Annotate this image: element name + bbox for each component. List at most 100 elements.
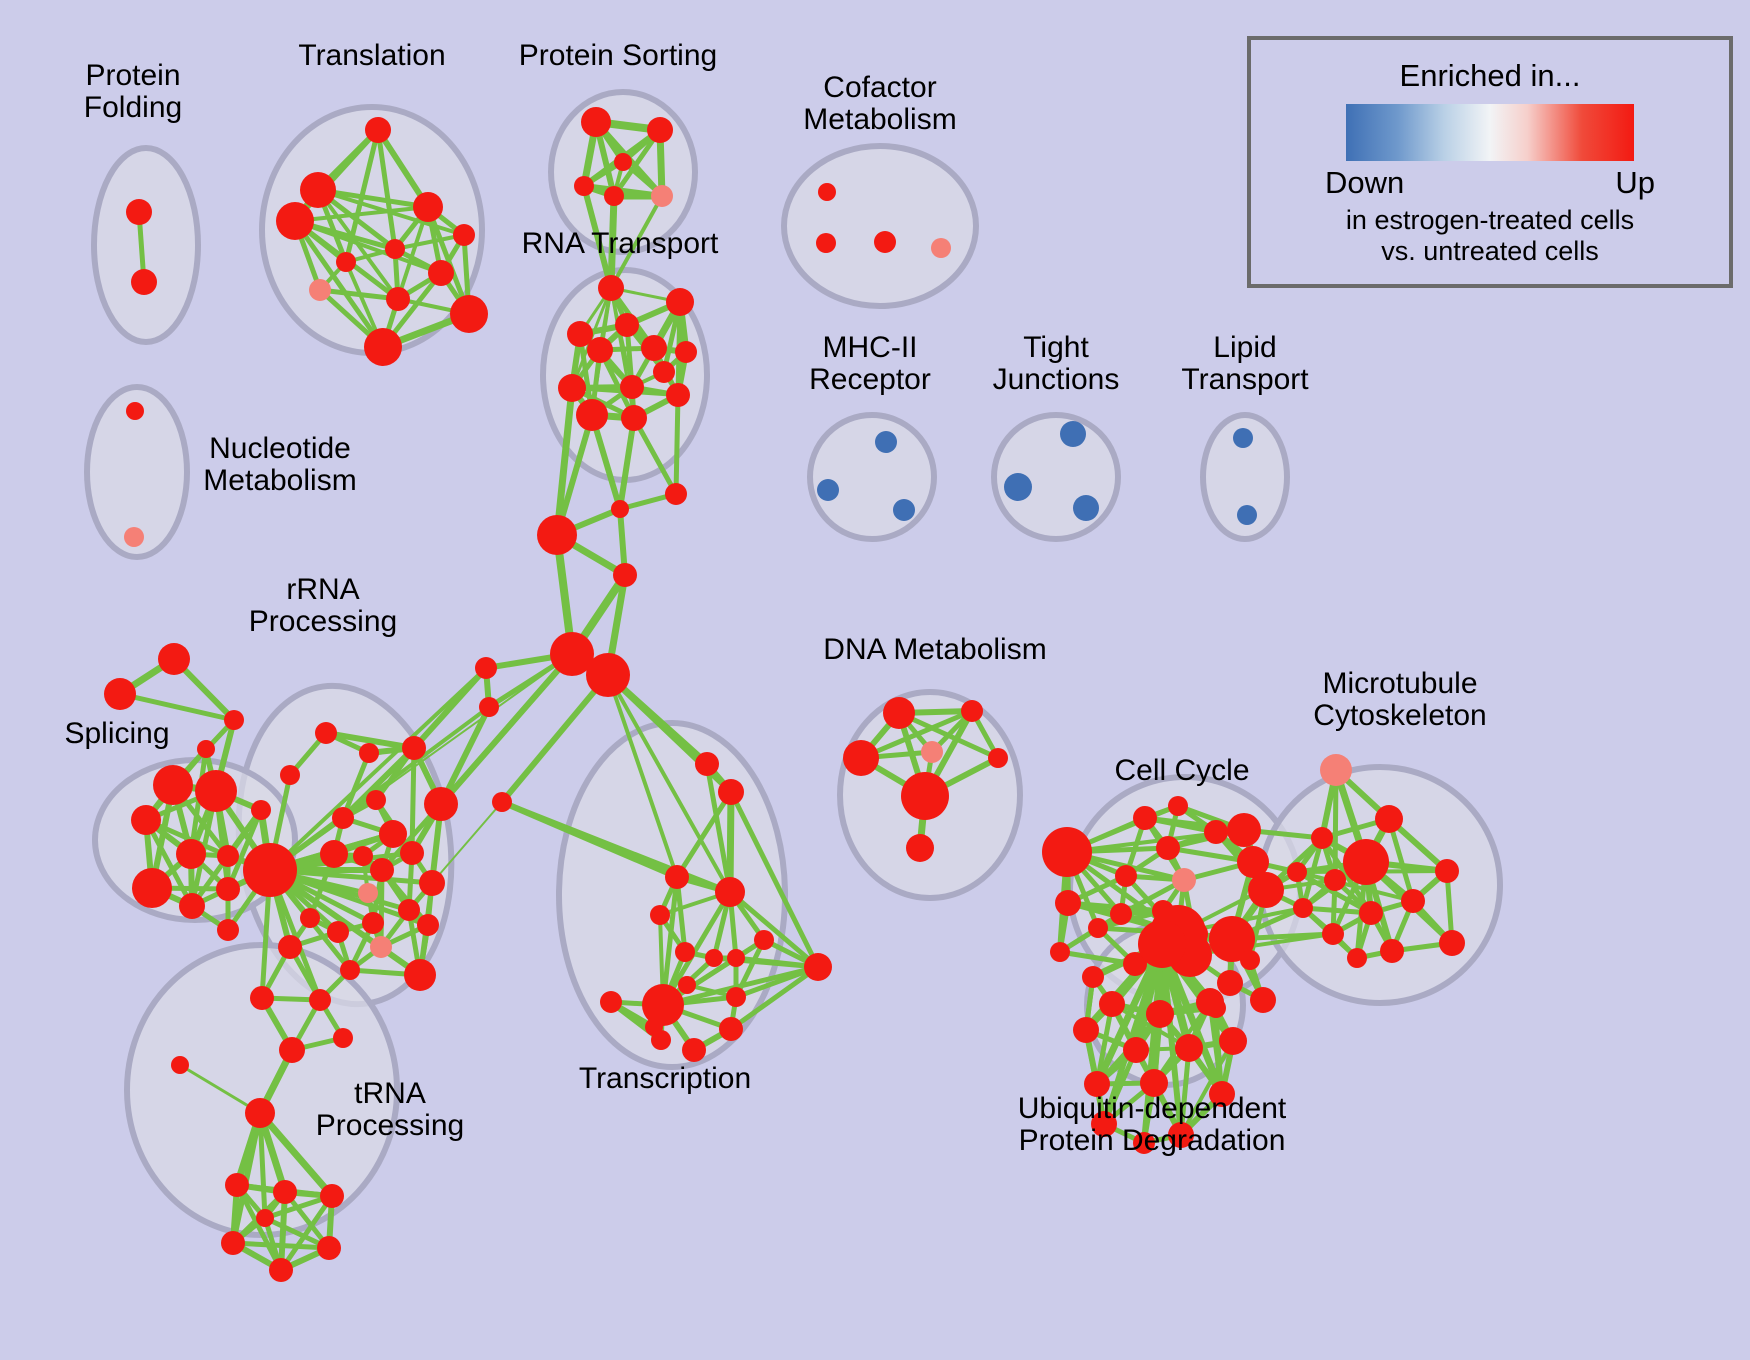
graph-node[interactable] — [362, 912, 384, 934]
graph-node[interactable] — [400, 841, 424, 865]
graph-node[interactable] — [1217, 970, 1243, 996]
graph-node[interactable] — [675, 942, 695, 962]
graph-node[interactable] — [1073, 495, 1099, 521]
graph-node[interactable] — [195, 770, 237, 812]
graph-node[interactable] — [581, 107, 611, 137]
graph-node[interactable] — [682, 1038, 706, 1062]
graph-node[interactable] — [1237, 846, 1269, 878]
graph-node[interactable] — [419, 870, 445, 896]
graph-node[interactable] — [317, 1236, 341, 1260]
graph-node[interactable] — [1206, 998, 1226, 1018]
graph-node[interactable] — [1401, 889, 1425, 913]
graph-node[interactable] — [1138, 920, 1186, 968]
graph-node[interactable] — [675, 341, 697, 363]
graph-node[interactable] — [666, 383, 690, 407]
graph-node[interactable] — [653, 361, 675, 383]
graph-node[interactable] — [647, 117, 673, 143]
graph-node[interactable] — [276, 202, 314, 240]
graph-node[interactable] — [804, 953, 832, 981]
graph-node[interactable] — [424, 787, 458, 821]
graph-node[interactable] — [379, 820, 407, 848]
graph-node[interactable] — [358, 883, 378, 903]
graph-node[interactable] — [1380, 939, 1404, 963]
graph-node[interactable] — [1084, 1071, 1110, 1097]
graph-node[interactable] — [1168, 796, 1188, 816]
graph-node[interactable] — [666, 288, 694, 316]
graph-node[interactable] — [126, 199, 152, 225]
graph-node[interactable] — [1248, 872, 1284, 908]
graph-node[interactable] — [1322, 923, 1344, 945]
graph-node[interactable] — [567, 321, 593, 347]
graph-node[interactable] — [727, 949, 745, 967]
graph-node[interactable] — [1050, 942, 1070, 962]
graph-node[interactable] — [705, 949, 723, 967]
graph-node[interactable] — [1004, 473, 1032, 501]
graph-node[interactable] — [715, 877, 745, 907]
graph-node[interactable] — [1073, 1017, 1099, 1043]
graph-node[interactable] — [1110, 903, 1132, 925]
graph-node[interactable] — [453, 224, 475, 246]
graph-node[interactable] — [131, 805, 161, 835]
graph-node[interactable] — [336, 252, 356, 272]
graph-node[interactable] — [1233, 428, 1253, 448]
graph-node[interactable] — [1287, 862, 1307, 882]
graph-node[interactable] — [611, 500, 629, 518]
graph-node[interactable] — [320, 1184, 344, 1208]
graph-node[interactable] — [243, 843, 297, 897]
graph-node[interactable] — [1375, 805, 1403, 833]
graph-node[interactable] — [221, 1231, 245, 1255]
graph-node[interactable] — [754, 930, 774, 950]
graph-node[interactable] — [604, 186, 624, 206]
graph-node[interactable] — [1311, 827, 1333, 849]
graph-node[interactable] — [256, 1209, 274, 1227]
graph-node[interactable] — [1146, 1000, 1174, 1028]
graph-node[interactable] — [353, 846, 373, 866]
graph-node[interactable] — [1435, 859, 1459, 883]
graph-node[interactable] — [1209, 1081, 1235, 1107]
graph-node[interactable] — [104, 678, 136, 710]
graph-node[interactable] — [333, 1028, 353, 1048]
graph-node[interactable] — [340, 960, 360, 980]
graph-node[interactable] — [1115, 865, 1137, 887]
graph-node[interactable] — [1359, 901, 1383, 925]
graph-node[interactable] — [327, 921, 349, 943]
graph-node[interactable] — [906, 834, 934, 862]
graph-node[interactable] — [398, 899, 420, 921]
graph-node[interactable] — [695, 752, 719, 776]
graph-node[interactable] — [197, 740, 215, 758]
graph-node[interactable] — [309, 989, 331, 1011]
graph-node[interactable] — [1172, 868, 1196, 892]
graph-node[interactable] — [1123, 952, 1147, 976]
graph-node[interactable] — [645, 1018, 663, 1036]
graph-node[interactable] — [131, 269, 157, 295]
graph-node[interactable] — [1240, 950, 1260, 970]
graph-node[interactable] — [280, 765, 300, 785]
graph-node[interactable] — [364, 328, 402, 366]
graph-node[interactable] — [1140, 1069, 1168, 1097]
graph-node[interactable] — [1219, 1027, 1247, 1055]
graph-node[interactable] — [428, 260, 454, 286]
graph-node[interactable] — [309, 279, 331, 301]
graph-node[interactable] — [816, 233, 836, 253]
graph-node[interactable] — [817, 479, 839, 501]
graph-node[interactable] — [176, 839, 206, 869]
graph-node[interactable] — [1082, 966, 1104, 988]
graph-node[interactable] — [901, 772, 949, 820]
graph-node[interactable] — [641, 335, 667, 361]
graph-node[interactable] — [1123, 1037, 1149, 1063]
graph-node[interactable] — [279, 1037, 305, 1063]
graph-node[interactable] — [921, 741, 943, 763]
graph-node[interactable] — [1168, 1122, 1194, 1148]
graph-node[interactable] — [613, 563, 637, 587]
graph-node[interactable] — [124, 527, 144, 547]
graph-node[interactable] — [370, 858, 394, 882]
graph-node[interactable] — [1227, 813, 1261, 847]
graph-node[interactable] — [537, 515, 577, 555]
graph-node[interactable] — [217, 919, 239, 941]
graph-node[interactable] — [386, 287, 410, 311]
graph-node[interactable] — [251, 800, 271, 820]
graph-node[interactable] — [1099, 991, 1125, 1017]
graph-node[interactable] — [1324, 869, 1346, 891]
graph-node[interactable] — [1175, 1034, 1203, 1062]
graph-node[interactable] — [370, 936, 392, 958]
